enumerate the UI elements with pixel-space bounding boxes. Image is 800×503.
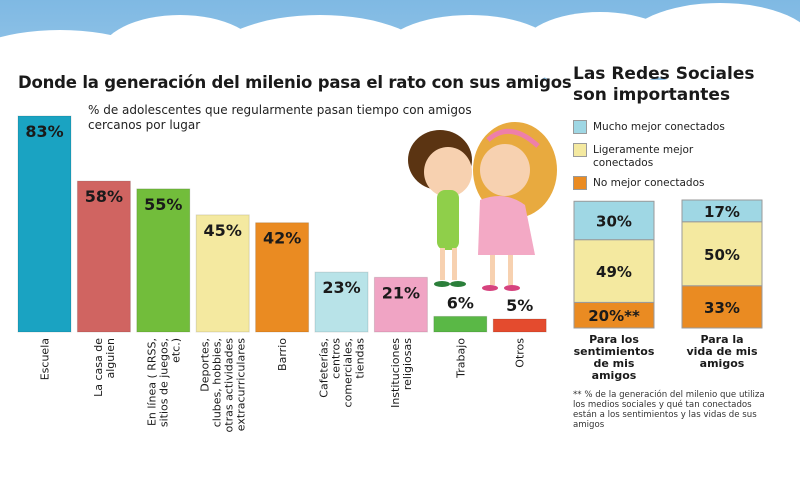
girls-illustration: [408, 122, 557, 291]
main-bar-chart: 83% Escuela 58% La casa de alguien 55% En líne…: [17, 115, 547, 433]
footnote: ** % de la generación del milenio que ut…: [573, 390, 765, 430]
bar-value-label: 21%: [382, 283, 420, 302]
chart-title: Donde la generación del milenio pasa el …: [18, 73, 572, 92]
category-label: Escuela: [39, 338, 52, 380]
category-label-line: clubes, hobbies,: [211, 338, 224, 427]
bar: [492, 318, 547, 333]
group-label: amigos: [592, 369, 637, 382]
group-label: vida de mis: [686, 345, 757, 358]
segment-value-label: 50%: [704, 246, 740, 264]
category-label-line: Otros: [514, 338, 527, 368]
category-label: Otros: [514, 338, 527, 368]
category-label-line: Cafeterías,: [318, 338, 331, 398]
category-label-line: En línea ( RRSS,: [145, 338, 158, 426]
bar: [195, 214, 250, 333]
stacked-segment: [681, 199, 763, 223]
category-label: Deportes, clubes, hobbies, otras actividad…: [199, 338, 248, 433]
bar: [373, 276, 428, 333]
category-label-line: etc.): [169, 338, 182, 363]
bar-value-label: 23%: [322, 278, 360, 297]
segment-value-label: 49%: [596, 263, 632, 281]
stacked-segment: [681, 285, 763, 329]
group-label: sentimientos: [574, 345, 655, 358]
segment-value-label: 30%: [596, 212, 632, 230]
category-label-line: La casa de: [92, 338, 105, 397]
group-label: amigos: [700, 357, 745, 370]
segment-value-label: 33%: [704, 299, 740, 317]
bar-value-label: 58%: [85, 187, 123, 206]
category-label-line: Barrio: [276, 338, 289, 371]
category-label-line: Deportes,: [199, 338, 212, 392]
category-label: Cafeterías, centros comerciales, tiendas: [318, 338, 367, 408]
category-label: Trabajo: [454, 338, 467, 379]
stacked-segment: [573, 200, 655, 241]
bar-value-label: 45%: [204, 221, 242, 240]
group-label: de mis: [594, 357, 635, 370]
legend-swatch: [573, 143, 587, 157]
segment-value-label: 17%: [704, 203, 740, 221]
segment-value-label: 20%**: [588, 307, 640, 325]
bar-value-label: 83%: [25, 122, 63, 141]
category-label: Instituciones religiosas: [389, 338, 414, 408]
bar-value-label: 42%: [263, 229, 301, 248]
chart-subtitle: % de adolescentes que regularmente pasan…: [88, 103, 472, 132]
bar: [433, 315, 488, 333]
stacked-segment: [573, 239, 655, 303]
category-label-line: Trabajo: [454, 338, 467, 379]
legend-swatch: [573, 176, 587, 190]
bar: [255, 222, 310, 333]
category-label-line: otras actividades: [223, 338, 236, 433]
category-label-line: religiosas: [401, 338, 414, 390]
side-chart-title: Las Redes Sociales son importantes: [573, 64, 755, 105]
legend-label: No mejor conectados: [593, 177, 705, 189]
bar-value-label: 6%: [447, 293, 474, 312]
category-label-line: comerciales,: [342, 338, 355, 407]
bar: [76, 180, 131, 333]
category-label-line: alguien: [104, 338, 117, 379]
category-label-line: Instituciones: [389, 338, 402, 408]
bar: [314, 271, 369, 333]
group-label: Para la: [700, 333, 743, 346]
bar-value-label: 55%: [144, 195, 182, 214]
legend-swatch: [573, 120, 587, 134]
category-label: En línea ( RRSS, sitios de juegos, etc.): [145, 338, 182, 427]
bar: [17, 115, 72, 333]
category-label-line: sitios de juegos,: [157, 338, 170, 427]
category-label-line: centros: [330, 338, 343, 379]
bar-value-label: 5%: [506, 296, 533, 315]
legend-label: Ligeramente mejor conectados: [593, 144, 694, 169]
legend-label: Mucho mejor conectados: [593, 121, 725, 133]
category-label-line: extracurriculares: [235, 338, 248, 431]
category-label-line: Escuela: [39, 338, 52, 380]
group-label: Para los: [589, 333, 639, 346]
stacked-segment: [573, 301, 655, 329]
category-label: Barrio: [276, 338, 289, 371]
category-label-line: tiendas: [354, 338, 367, 379]
category-label: La casa de alguien: [92, 338, 117, 397]
bar: [136, 188, 191, 333]
